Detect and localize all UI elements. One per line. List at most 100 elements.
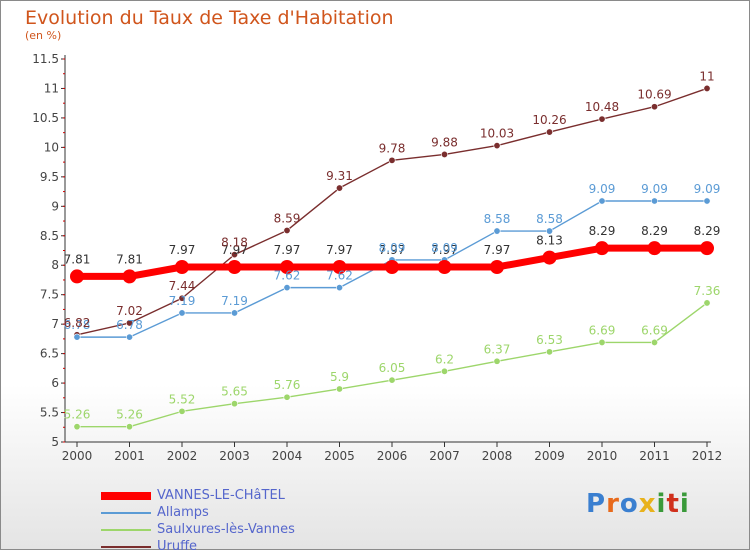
data-label: 10.26 (532, 113, 566, 127)
data-point (493, 142, 501, 150)
data-label: 11 (699, 69, 714, 83)
data-label: 7.97 (379, 243, 406, 257)
data-label: 7.81 (64, 252, 91, 266)
x-tick-label: 2000 (62, 449, 93, 463)
data-point (545, 348, 553, 356)
data-label: 7.02 (116, 304, 143, 318)
data-point (283, 284, 291, 292)
x-tick-label: 2007 (429, 449, 460, 463)
data-point (437, 259, 452, 274)
data-point (231, 251, 239, 259)
data-label: 7.97 (221, 243, 248, 257)
data-point (650, 338, 658, 346)
proxiti-logo: Proxiti (586, 489, 690, 519)
data-point (440, 367, 448, 375)
data-point (280, 259, 294, 274)
data-label: 5.65 (221, 385, 248, 399)
legend-label: Allamps (157, 505, 209, 520)
data-point (545, 227, 553, 235)
data-label: 6.78 (64, 318, 91, 332)
y-tick-label: 10 (44, 140, 59, 154)
data-point (493, 357, 501, 365)
y-tick-label: 8 (51, 258, 59, 272)
data-point (178, 309, 186, 317)
data-point (73, 423, 81, 431)
data-point (126, 333, 134, 341)
data-label: 7.36 (694, 284, 721, 298)
data-point (175, 259, 189, 274)
chart-subtitle: (en %) (25, 29, 62, 42)
data-label: 8.09 (379, 241, 406, 255)
data-point (598, 338, 606, 346)
x-tick-label: 2008 (482, 449, 513, 463)
y-tick-label: 11 (44, 81, 59, 95)
data-label: 8.59 (274, 211, 301, 225)
data-label: 6.53 (536, 333, 563, 347)
legend-swatch (101, 546, 151, 548)
data-label: 6.69 (589, 323, 616, 337)
data-point (332, 259, 347, 274)
chart-title: Evolution du Taux de Taxe d'Habitation (25, 7, 394, 29)
data-point (126, 423, 134, 431)
data-label: 7.97 (274, 243, 301, 257)
data-label: 5.26 (116, 408, 143, 422)
data-label: 8.13 (536, 234, 563, 248)
data-point (227, 259, 242, 274)
y-tick-label: 5.5 (40, 406, 59, 420)
data-label: 9.09 (694, 182, 721, 196)
data-label: 8.29 (641, 224, 668, 238)
y-tick-label: 5 (51, 435, 59, 449)
y-tick-label: 8.5 (40, 229, 59, 243)
data-label: 10.03 (480, 127, 514, 141)
x-tick-label: 2006 (377, 449, 408, 463)
data-point (647, 241, 662, 256)
data-label: 9.09 (589, 182, 616, 196)
data-point (493, 227, 501, 235)
data-label: 5.52 (169, 392, 196, 406)
data-label: 6.2 (435, 352, 454, 366)
legend-swatch (101, 529, 151, 531)
data-point (490, 259, 504, 274)
data-label: 9.78 (379, 141, 406, 155)
logo-letter: t (666, 489, 680, 519)
data-label: 7.81 (116, 252, 143, 266)
data-point (545, 128, 553, 136)
logo-letter: r (606, 489, 620, 519)
y-tick-label: 9.5 (40, 170, 59, 184)
y-tick-label: 6 (51, 376, 59, 390)
data-point (388, 156, 396, 164)
data-label: 7.97 (169, 243, 196, 257)
legend-swatch (101, 512, 151, 514)
data-point (650, 197, 658, 205)
data-point (335, 284, 343, 292)
data-point (70, 269, 84, 284)
data-point (650, 103, 658, 111)
logo-letter: P (586, 489, 607, 519)
x-tick-label: 2002 (167, 449, 198, 463)
data-point (440, 150, 448, 158)
data-label: 5.26 (64, 408, 91, 422)
data-point (231, 309, 239, 317)
data-point (178, 294, 186, 302)
data-point (700, 241, 714, 256)
data-point (703, 299, 711, 307)
data-label: 8.09 (431, 241, 458, 255)
data-point (595, 241, 609, 256)
data-point (335, 184, 343, 192)
y-tick-label: 11.5 (32, 52, 59, 66)
data-label: 6.82 (64, 316, 91, 330)
data-label: 8.58 (536, 212, 563, 226)
legend-label: VANNES-LE-CHâTEL (157, 488, 285, 503)
data-point (598, 197, 606, 205)
y-tick-label: 10.5 (32, 111, 59, 125)
y-tick-label: 7.5 (40, 288, 59, 302)
data-label: 6.37 (484, 342, 511, 356)
legend-label: Saulxures-lès-Vannes (157, 522, 295, 537)
x-tick-label: 2004 (272, 449, 303, 463)
data-point (598, 115, 606, 123)
data-label: 9.31 (326, 169, 353, 183)
x-tick-label: 2009 (534, 449, 565, 463)
data-label: 7.19 (169, 294, 196, 308)
x-tick-label: 2012 (692, 449, 723, 463)
